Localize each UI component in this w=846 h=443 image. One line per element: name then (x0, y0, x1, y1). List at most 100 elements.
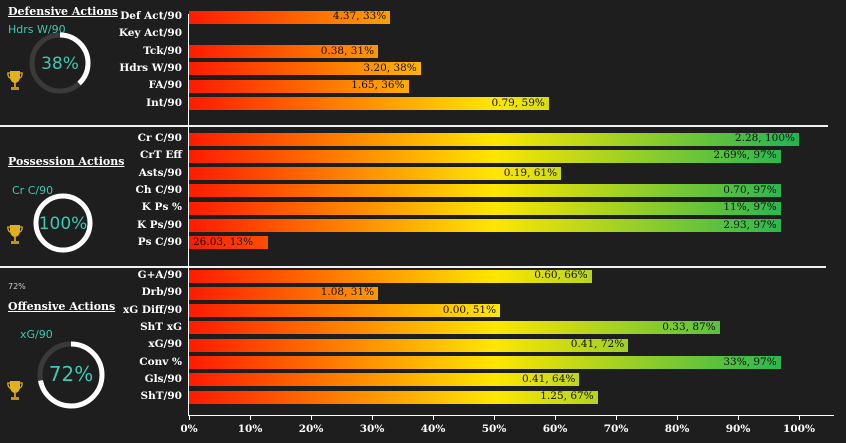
offensive-kpi-label: xG/90 (20, 328, 53, 341)
bar (189, 79, 409, 93)
category-label: Hdrs W/90 (119, 61, 182, 74)
x-tick-mark (311, 415, 312, 420)
defensive-kpi-label: Hdrs W/90 (8, 23, 66, 36)
possession-section-title: Possession Actions (8, 155, 125, 168)
x-tick-label: 100% (783, 423, 815, 435)
x-tick-mark (555, 415, 556, 420)
bar-value-label: 0.79, 59% (491, 96, 545, 109)
bar (189, 201, 781, 215)
bar (189, 10, 391, 24)
bar-value-label: 0.41, 64% (521, 372, 576, 385)
bar-value-label: 3.20, 38% (363, 61, 417, 74)
category-label: Def Act/90 (120, 10, 182, 22)
category-label: Gls/90 (144, 372, 182, 385)
bar-value-label: 4.37, 33% (332, 10, 387, 22)
trophy-icon (7, 224, 23, 246)
offensive-section-title: Offensive Actions (8, 300, 116, 313)
offensive-gauge: 72% (36, 340, 106, 410)
category-label: FA/90 (148, 79, 182, 92)
category-label: Drb/90 (141, 286, 182, 299)
category-label: xG/90 (148, 338, 182, 351)
bar (189, 338, 629, 352)
bar-value-label: 2.28, 100% (734, 132, 795, 144)
bar (189, 356, 781, 369)
bar-value-label: 1.25, 67% (540, 390, 594, 403)
category-label: ShT/90 (140, 390, 182, 403)
bar (189, 97, 549, 110)
bar-value-label: 26.03, 13% (193, 235, 254, 248)
bar-value-label: 0.33, 87% (662, 320, 716, 333)
x-tick-mark (372, 415, 373, 420)
category-label: Cr C/90 (137, 132, 182, 144)
category-label: K Ps % (141, 201, 182, 214)
x-tick-mark (433, 415, 434, 420)
offensive-note: 72% (8, 282, 26, 291)
defensive-section-title: Defensive Actions (8, 5, 118, 18)
category-label: Tck/90 (143, 44, 182, 57)
bar-value-label: 2.93, 97% (723, 218, 777, 231)
bar-value-label: 11%, 97% (723, 201, 777, 214)
category-label: xG Diff/90 (122, 303, 182, 316)
trophy-icon (7, 70, 23, 92)
x-axis-line (188, 415, 834, 416)
bar (189, 286, 379, 300)
bar (189, 304, 501, 318)
bar (189, 373, 580, 387)
category-label: ShT xG (140, 320, 182, 333)
category-label: K Ps/90 (136, 218, 182, 231)
gauge-value: 38% (41, 54, 79, 74)
gauge-value: 72% (49, 362, 93, 386)
bar (189, 167, 562, 181)
x-tick-mark (738, 415, 739, 420)
bar-value-label: 2.69%, 97% (713, 149, 777, 162)
possession-gauge: 100% (32, 192, 94, 254)
category-label: Ch C/90 (135, 183, 182, 196)
bar-value-label: 0.38, 31% (320, 44, 375, 57)
bar-value-label: 33%, 97% (723, 355, 777, 368)
bar (189, 390, 598, 404)
category-label: Key Act/90 (118, 27, 182, 40)
bar (189, 321, 720, 335)
bar-value-label: 1.65, 36% (351, 79, 405, 92)
x-tick-mark (189, 415, 190, 420)
category-label: Ps C/90 (137, 235, 182, 248)
x-tick-label: 40% (420, 423, 446, 435)
category-label: Int/90 (146, 96, 182, 109)
x-tick-label: 70% (603, 423, 629, 435)
bar-value-label: 0.00, 51% (442, 303, 497, 316)
category-label: Conv % (139, 355, 182, 368)
category-label: Asts/90 (138, 166, 182, 179)
trophy-icon (7, 380, 23, 402)
bar (189, 184, 781, 198)
x-tick-label: 50% (481, 423, 507, 435)
x-tick-mark (494, 415, 495, 420)
bar-value-label: 1.08, 31% (320, 286, 375, 299)
bar (189, 62, 421, 76)
category-label: CrT Eff (140, 149, 182, 162)
x-tick-label: 10% (237, 423, 263, 435)
gauge-value: 100% (39, 214, 88, 234)
bar (189, 132, 799, 146)
section-divider (0, 125, 828, 127)
x-tick-label: 20% (298, 423, 324, 435)
x-tick-label: 30% (359, 423, 385, 435)
bar (189, 236, 269, 250)
category-label: G+A/90 (137, 269, 182, 281)
bar-value-label: 0.41, 72% (570, 338, 625, 351)
x-tick-mark (616, 415, 617, 420)
bar (189, 45, 379, 59)
possession-kpi-label: Cr C/90 (12, 184, 54, 197)
x-tick-label: 60% (542, 423, 568, 435)
x-tick-label: 80% (664, 423, 690, 435)
x-tick-mark (250, 415, 251, 420)
x-tick-mark (799, 415, 800, 420)
bar-value-label: 0.60, 66% (534, 269, 588, 281)
gauge-arc (37, 341, 105, 409)
bar-value-label: 0.19, 61% (503, 166, 558, 179)
bar-value-label: 0.70, 97% (723, 183, 777, 196)
section-divider (0, 266, 826, 268)
bar (189, 269, 592, 283)
defensive-gauge: 38% (28, 31, 92, 95)
y-axis-line (188, 14, 189, 416)
bar (189, 149, 781, 163)
